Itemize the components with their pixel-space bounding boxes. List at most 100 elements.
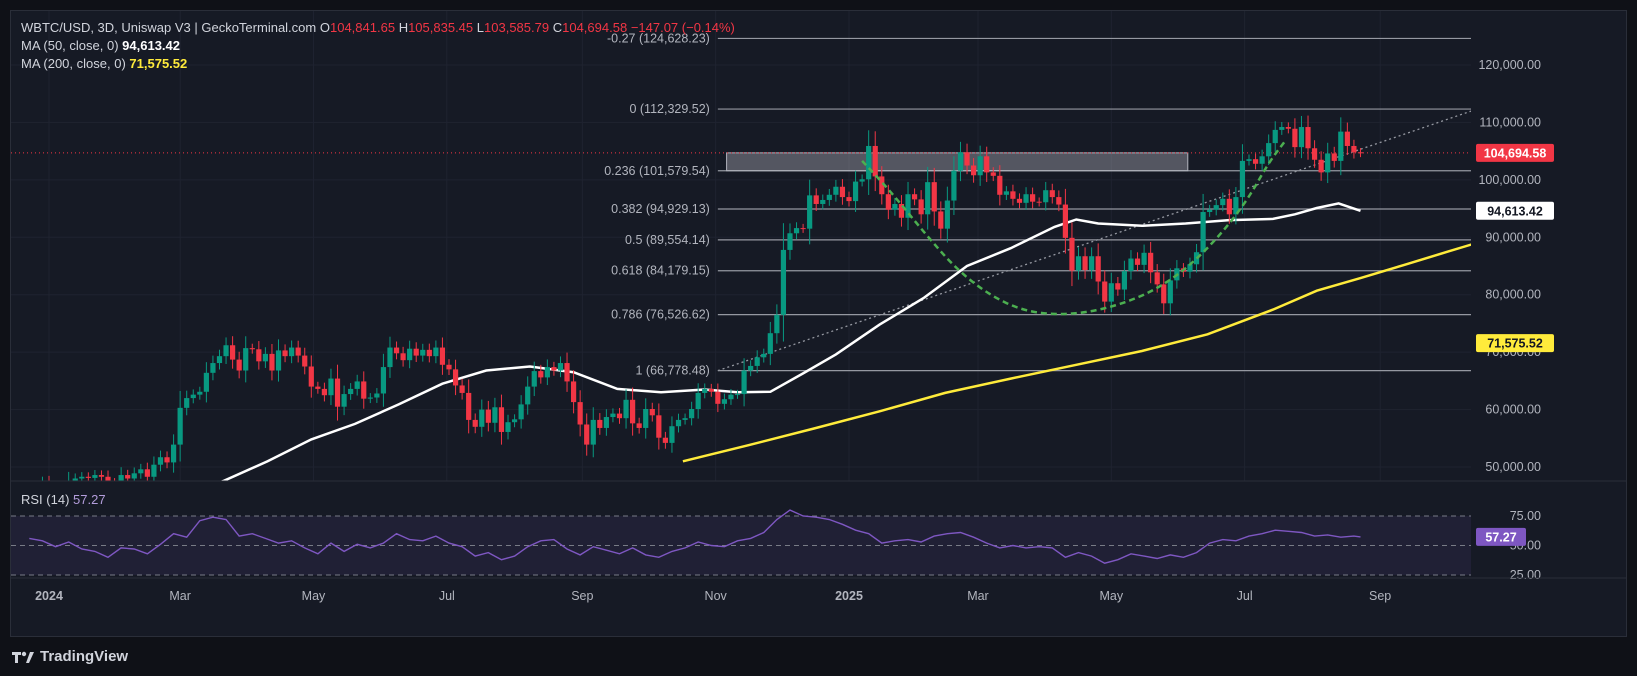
candle[interactable]	[584, 413, 590, 456]
candle[interactable]	[570, 370, 577, 414]
candle[interactable]	[223, 337, 229, 365]
candle[interactable]	[669, 416, 675, 453]
candle[interactable]	[1318, 151, 1324, 181]
candle[interactable]	[295, 340, 301, 363]
candle[interactable]	[236, 351, 242, 379]
candle[interactable]	[230, 336, 236, 369]
candle[interactable]	[40, 476, 45, 494]
candle[interactable]	[511, 414, 518, 428]
candle[interactable]	[708, 383, 714, 397]
candle[interactable]	[315, 381, 321, 394]
candle[interactable]	[1226, 189, 1232, 224]
candle[interactable]	[636, 417, 642, 434]
candle[interactable]	[925, 166, 931, 230]
candle[interactable]	[249, 343, 255, 354]
candle[interactable]	[190, 389, 196, 404]
candle[interactable]	[741, 358, 747, 407]
candle[interactable]	[433, 340, 439, 364]
candle[interactable]	[780, 223, 787, 342]
candle[interactable]	[557, 356, 564, 378]
candle[interactable]	[439, 337, 446, 375]
candle[interactable]	[1305, 115, 1311, 160]
candle[interactable]	[990, 167, 996, 182]
candle[interactable]	[459, 378, 465, 400]
candle[interactable]	[262, 347, 268, 368]
candle[interactable]	[728, 389, 734, 405]
candle[interactable]	[1069, 222, 1075, 287]
candle[interactable]	[256, 341, 262, 370]
candle[interactable]	[793, 222, 800, 240]
candle[interactable]	[544, 359, 550, 386]
candle[interactable]	[839, 179, 846, 205]
candle[interactable]	[1023, 187, 1029, 210]
candle[interactable]	[695, 383, 701, 419]
candle[interactable]	[1325, 142, 1331, 184]
resistance-zone-box[interactable]	[726, 152, 1189, 172]
candle[interactable]	[380, 353, 387, 407]
candle[interactable]	[610, 408, 616, 423]
candle[interactable]	[1298, 115, 1305, 159]
candle[interactable]	[564, 352, 570, 392]
candle[interactable]	[361, 371, 367, 409]
candle[interactable]	[1285, 122, 1291, 134]
candle[interactable]	[1351, 139, 1357, 159]
candle[interactable]	[616, 407, 623, 424]
candle[interactable]	[623, 389, 629, 429]
candle[interactable]	[118, 467, 124, 494]
candle[interactable]	[374, 388, 380, 403]
tradingview-brand[interactable]: TradingView	[12, 648, 128, 665]
candle[interactable]	[407, 340, 413, 369]
rsi-line[interactable]	[29, 509, 1361, 564]
candle[interactable]	[289, 340, 295, 364]
candle[interactable]	[1338, 117, 1344, 176]
candle[interactable]	[662, 431, 668, 449]
candle[interactable]	[977, 145, 983, 186]
candle[interactable]	[1089, 247, 1095, 279]
candle[interactable]	[846, 191, 852, 207]
candle[interactable]	[852, 170, 859, 212]
ma200-price-tag[interactable]: 71,575.52	[1476, 334, 1554, 353]
candle[interactable]	[243, 336, 249, 383]
candle[interactable]	[518, 395, 524, 429]
candle[interactable]	[1266, 134, 1272, 165]
candle[interactable]	[210, 355, 216, 381]
candle[interactable]	[367, 393, 373, 404]
candle[interactable]	[1233, 187, 1239, 225]
candle[interactable]	[197, 386, 203, 400]
candle[interactable]	[269, 344, 275, 381]
candle[interactable]	[1311, 140, 1318, 168]
candle[interactable]	[1161, 273, 1167, 314]
candle[interactable]	[282, 344, 288, 363]
candle[interactable]	[630, 387, 636, 436]
candle[interactable]	[872, 131, 878, 192]
candle[interactable]	[157, 450, 164, 472]
candle[interactable]	[203, 362, 209, 403]
candle[interactable]	[1239, 144, 1246, 214]
candle[interactable]	[66, 471, 71, 506]
candle[interactable]	[774, 304, 780, 344]
candle[interactable]	[892, 197, 898, 216]
candle[interactable]	[761, 348, 767, 363]
candle[interactable]	[144, 462, 150, 484]
candle[interactable]	[675, 413, 682, 433]
candle[interactable]	[1016, 193, 1023, 209]
candle[interactable]	[426, 343, 432, 363]
candle[interactable]	[964, 143, 970, 175]
candle[interactable]	[970, 158, 977, 183]
candle[interactable]	[1272, 121, 1278, 152]
candle[interactable]	[1075, 247, 1082, 280]
candle[interactable]	[905, 181, 911, 231]
candle[interactable]	[138, 463, 144, 479]
candle[interactable]	[308, 355, 314, 398]
candle[interactable]	[72, 473, 78, 486]
candle[interactable]	[170, 434, 177, 473]
candle[interactable]	[334, 364, 341, 421]
candle[interactable]	[787, 223, 793, 260]
candle[interactable]	[957, 141, 964, 182]
candle[interactable]	[820, 194, 826, 210]
dotted-trendline[interactable]	[717, 104, 1492, 372]
ma200-legend[interactable]: MA (200, close, 0) 71,575.52	[21, 56, 187, 71]
candle[interactable]	[748, 360, 754, 377]
candle[interactable]	[1010, 184, 1016, 206]
candle[interactable]	[1056, 190, 1062, 212]
